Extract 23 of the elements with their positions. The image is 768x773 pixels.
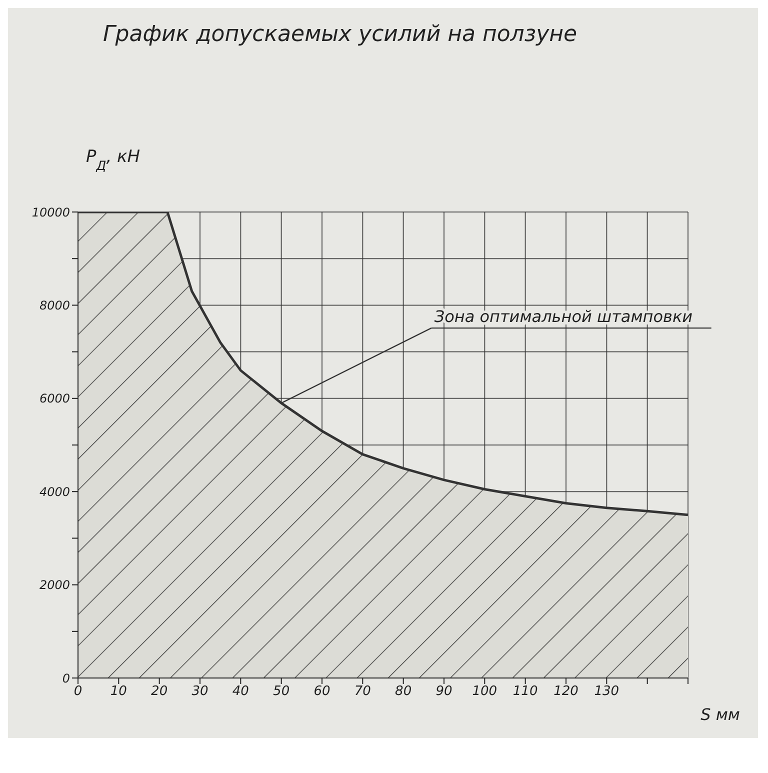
chart-title: График допускаемых усилий на ползуне — [102, 21, 578, 49]
x-tick-label: 40 — [232, 684, 249, 700]
y-tick-label: 0 — [62, 671, 70, 686]
x-tick-label: 30 — [192, 684, 208, 700]
y-tick-label: 10000 — [32, 205, 70, 220]
x-axis-title: S мм — [700, 705, 740, 724]
x-tick-label: 70 — [354, 684, 371, 700]
y-axis-title: P$_{Д}$, кН — [86, 147, 140, 174]
x-tick-label: 120 — [554, 684, 578, 700]
x-tick-label: 10 — [110, 684, 127, 700]
x-tick-label: 60 — [314, 684, 330, 700]
x-tick-label: 0 — [74, 684, 82, 700]
x-tick-label: 110 — [512, 684, 538, 700]
x-tick-label: 90 — [436, 684, 452, 700]
x-tick-label: 20 — [151, 684, 168, 700]
x-tick-label: 80 — [395, 684, 412, 700]
y-tick-label: 8000 — [39, 298, 70, 312]
x-tick-label: 50 — [273, 684, 290, 700]
x-tick-label: 100 — [472, 684, 498, 700]
x-tick-label: 130 — [594, 684, 620, 700]
y-tick-label: 6000 — [39, 392, 70, 406]
y-tick-label: 4000 — [39, 484, 70, 499]
y-tick-label: 2000 — [39, 578, 70, 592]
